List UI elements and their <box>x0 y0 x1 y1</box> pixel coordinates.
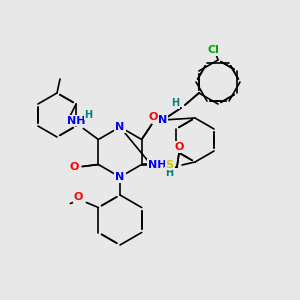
Text: Cl: Cl <box>207 45 219 55</box>
Text: N: N <box>158 115 168 125</box>
Text: H: H <box>165 168 173 178</box>
Text: NH: NH <box>67 116 86 125</box>
Text: O: O <box>174 142 184 152</box>
Text: S: S <box>166 160 174 170</box>
Text: O: O <box>149 112 158 122</box>
Text: O: O <box>74 193 83 202</box>
Text: H: H <box>84 110 92 119</box>
Text: O: O <box>70 161 79 172</box>
Text: N: N <box>116 172 124 182</box>
Text: N: N <box>116 122 124 132</box>
Text: H: H <box>171 98 179 108</box>
Text: NH: NH <box>148 160 166 170</box>
